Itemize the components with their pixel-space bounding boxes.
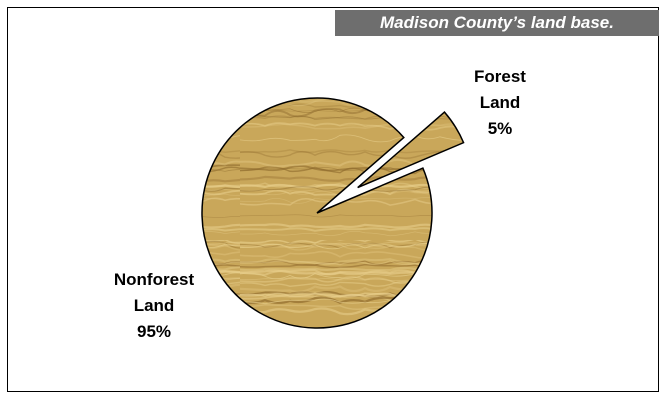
slice-label-forest-line2: Land [480, 93, 521, 112]
chart-title: Madison County’s land base. [335, 10, 659, 36]
pie-slice-nonforest [201, 97, 433, 329]
slice-label-nonforest-line2: Land [134, 296, 175, 315]
slice-label-nonforest-line1: Nonforest [114, 270, 195, 289]
pie-slice-forest [357, 111, 465, 189]
slice-label-forest-pct: 5% [488, 119, 513, 138]
slice-label-forest-line1: Forest [474, 67, 526, 86]
slice-label-nonforest-pct: 95% [137, 322, 171, 341]
